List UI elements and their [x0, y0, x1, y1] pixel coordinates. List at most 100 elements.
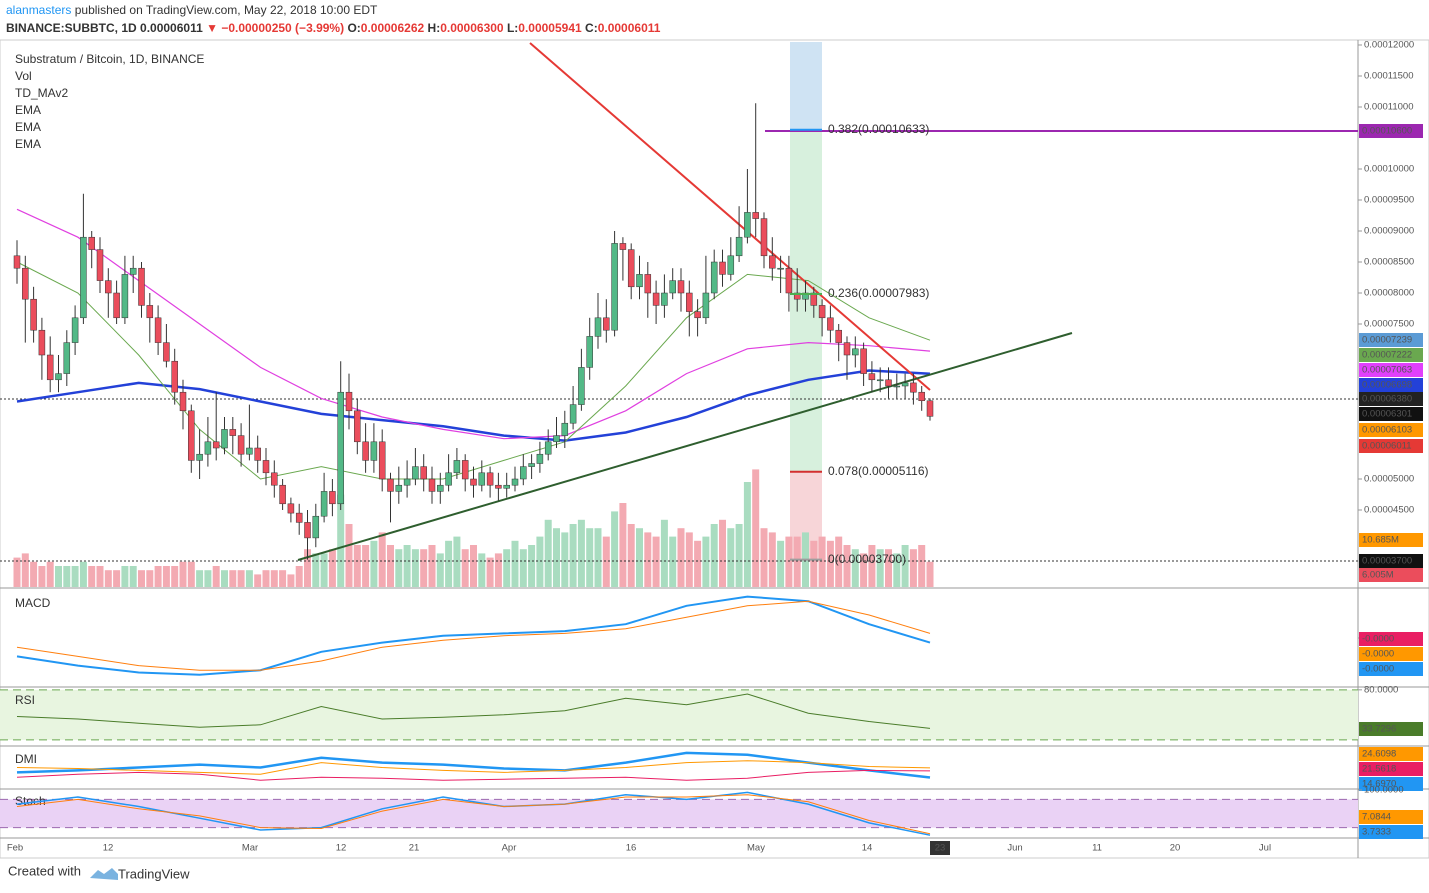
- volume-bar: [652, 536, 660, 587]
- date-label: 12: [103, 843, 114, 854]
- fib-label: 0(0.00003700): [828, 552, 906, 566]
- h-value: 0.00006300: [440, 21, 504, 35]
- volume-bar: [793, 536, 801, 587]
- volume-bar: [154, 566, 162, 587]
- candle-body: [71, 317, 79, 343]
- volume-bar: [304, 549, 311, 587]
- candle-body: [661, 292, 668, 306]
- l-value: 0.00005941: [518, 21, 582, 35]
- volume-bar: [851, 549, 859, 587]
- created-with: Created with: [8, 863, 81, 878]
- volume-bar: [702, 536, 710, 587]
- candle-body: [254, 447, 261, 461]
- candle-body: [113, 292, 120, 319]
- candle-body: [586, 336, 593, 368]
- date-label: May: [747, 843, 765, 854]
- candle-body: [710, 261, 718, 294]
- candle-body: [702, 292, 710, 319]
- volume-bar: [129, 566, 137, 587]
- candle-body: [271, 472, 278, 486]
- volume-bar: [586, 528, 594, 587]
- volume-bar: [901, 545, 909, 587]
- price-badge: [1359, 423, 1423, 437]
- volume-bar: [428, 545, 436, 587]
- brand[interactable]: TradingView: [118, 866, 190, 881]
- candle-body: [793, 292, 801, 300]
- candle-body: [362, 441, 369, 461]
- candle-body: [179, 391, 187, 412]
- volume-bar: [96, 566, 104, 587]
- badge-label: 6.005M: [1362, 570, 1394, 581]
- candle-body: [810, 292, 818, 306]
- candle-body: [80, 236, 87, 319]
- price-badge: [1359, 632, 1423, 646]
- volume-bar: [868, 545, 876, 587]
- candle-body: [403, 478, 411, 486]
- candle-body: [876, 379, 884, 382]
- volume-bar: [909, 549, 917, 587]
- volume-bar: [519, 549, 527, 587]
- user[interactable]: alanmasters: [6, 3, 71, 17]
- trend-line: [529, 42, 931, 391]
- volume-bar: [55, 566, 62, 587]
- badge-label: 24.6098: [1362, 749, 1396, 760]
- candle-body: [835, 329, 842, 343]
- volume-bar: [536, 536, 544, 587]
- date-label: Jun: [1007, 843, 1022, 854]
- volume-bar: [735, 524, 743, 587]
- candle-body: [569, 404, 577, 424]
- candle-body: [486, 472, 494, 486]
- volume-bar: [171, 566, 179, 587]
- volume-bar: [710, 524, 718, 587]
- y-tick-label: 0.00004500: [1364, 505, 1414, 516]
- volume-bar: [270, 570, 278, 587]
- volume-bar: [785, 536, 793, 587]
- volume-bar: [221, 570, 228, 587]
- volume-bar: [743, 482, 751, 587]
- candle-body: [918, 391, 925, 402]
- candle-body: [744, 212, 751, 238]
- volume-bar: [494, 553, 502, 587]
- pane-separators: [0, 587, 1429, 839]
- trend-line: [297, 332, 1073, 561]
- volume-bar: [30, 561, 38, 587]
- badge-label: -0.0000: [1362, 649, 1394, 660]
- y-tick-label: 0.00011000: [1364, 102, 1414, 113]
- pane-label: DMI: [15, 752, 37, 766]
- volume-bar: [245, 570, 253, 587]
- candle-body: [677, 280, 685, 294]
- candle-body: [611, 243, 618, 331]
- volume-bar: [719, 519, 726, 587]
- date-label: 12: [336, 843, 347, 854]
- candle-body: [495, 484, 502, 489]
- volume-bar: [113, 570, 121, 587]
- badge-label: 0.00003700: [1362, 556, 1412, 567]
- candle-body: [852, 348, 859, 356]
- candle-body: [818, 305, 826, 319]
- candle-body: [553, 435, 560, 443]
- badge-label: 21.5618: [1362, 764, 1396, 775]
- logo[interactable]: [90, 868, 118, 880]
- candle-body: [420, 466, 427, 480]
- candle-body: [910, 382, 917, 393]
- indicator-line: [16, 595, 931, 676]
- candle-body: [387, 478, 394, 492]
- candle-body: [88, 236, 95, 250]
- candle-body: [121, 274, 129, 319]
- volume-bar: [611, 511, 619, 587]
- candle-body: [304, 522, 311, 539]
- volume-bar: [287, 574, 295, 587]
- volume-bar: [395, 549, 403, 587]
- volume-bar: [196, 570, 204, 587]
- price-badge: [1359, 662, 1423, 676]
- candle-body: [544, 441, 552, 455]
- volume-bar: [818, 536, 826, 587]
- y-tick-label: 0.00011500: [1364, 71, 1414, 82]
- indicator-line: [16, 760, 931, 775]
- volume-bar: [38, 566, 46, 587]
- candle-body: [636, 274, 643, 288]
- candle-body: [719, 261, 726, 275]
- badge-label: 10.685M: [1362, 535, 1399, 546]
- candle-body: [885, 379, 892, 387]
- date-label: Mar: [242, 843, 258, 854]
